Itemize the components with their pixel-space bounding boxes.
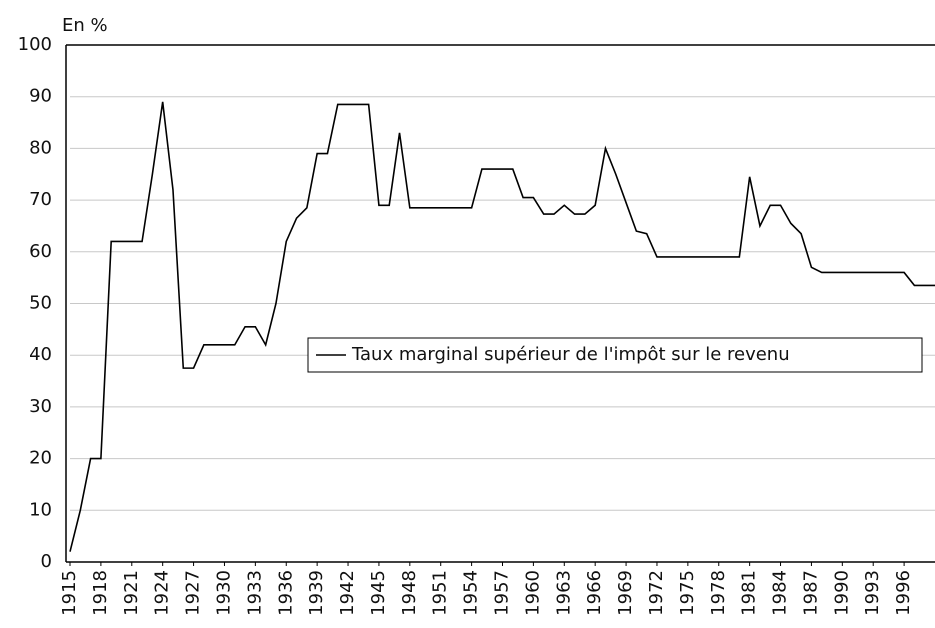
x-tick-label: 1921	[121, 570, 142, 616]
line-series	[69, 101, 935, 552]
x-tick-label: 1984	[770, 570, 791, 616]
y-tick-label: 0	[41, 551, 52, 572]
x-tick-label: 1927	[183, 570, 204, 616]
x-tick-label: 1975	[677, 570, 698, 616]
x-tick-label: 1960	[522, 570, 543, 616]
y-tick-label: 100	[18, 34, 52, 55]
y-tick-label: 70	[29, 189, 52, 210]
legend-label: Taux marginal supérieur de l'impôt sur l…	[351, 344, 790, 365]
x-tick-label: 1939	[306, 570, 327, 616]
y-axis-label: En %	[62, 15, 108, 36]
legend: Taux marginal supérieur de l'impôt sur l…	[307, 337, 923, 373]
x-tick-label: 1996	[893, 570, 914, 616]
y-tick-label: 80	[29, 137, 52, 158]
x-tick-label: 1993	[862, 570, 883, 616]
x-tick-label: 1945	[368, 570, 389, 616]
x-tick-label: 1936	[275, 570, 296, 616]
x-tick-label: 1987	[800, 570, 821, 616]
x-tick-label: 1951	[430, 570, 451, 616]
x-tick-label: 1930	[213, 570, 234, 616]
x-tick-label: 1954	[461, 570, 482, 616]
x-tick-label: 1966	[584, 570, 605, 616]
x-tick-label: 1933	[244, 570, 265, 616]
x-tick-label: 1990	[831, 570, 852, 616]
y-tick-label: 30	[29, 396, 52, 417]
y-tick-label: 40	[29, 344, 52, 365]
x-tick-label: 1918	[90, 570, 111, 616]
x-tick-label: 1972	[646, 570, 667, 616]
x-tick-label: 1969	[615, 570, 636, 616]
y-tick-label: 10	[29, 499, 52, 520]
x-tick-label: 1942	[337, 570, 358, 616]
y-tick-label: 60	[29, 241, 52, 262]
x-tick-label: 1981	[739, 570, 760, 616]
x-tick-label: 1978	[708, 570, 729, 616]
y-tick-label: 50	[29, 293, 52, 314]
x-tick-label: 1924	[152, 570, 173, 616]
x-tick-label: 1915	[59, 570, 80, 616]
x-tick-label: 1963	[553, 570, 574, 616]
x-tick-label: 1957	[492, 570, 513, 616]
y-tick-label: 20	[29, 448, 52, 469]
x-tick-label: 1948	[399, 570, 420, 616]
legend-box	[307, 337, 923, 373]
y-tick-label: 90	[29, 86, 52, 107]
